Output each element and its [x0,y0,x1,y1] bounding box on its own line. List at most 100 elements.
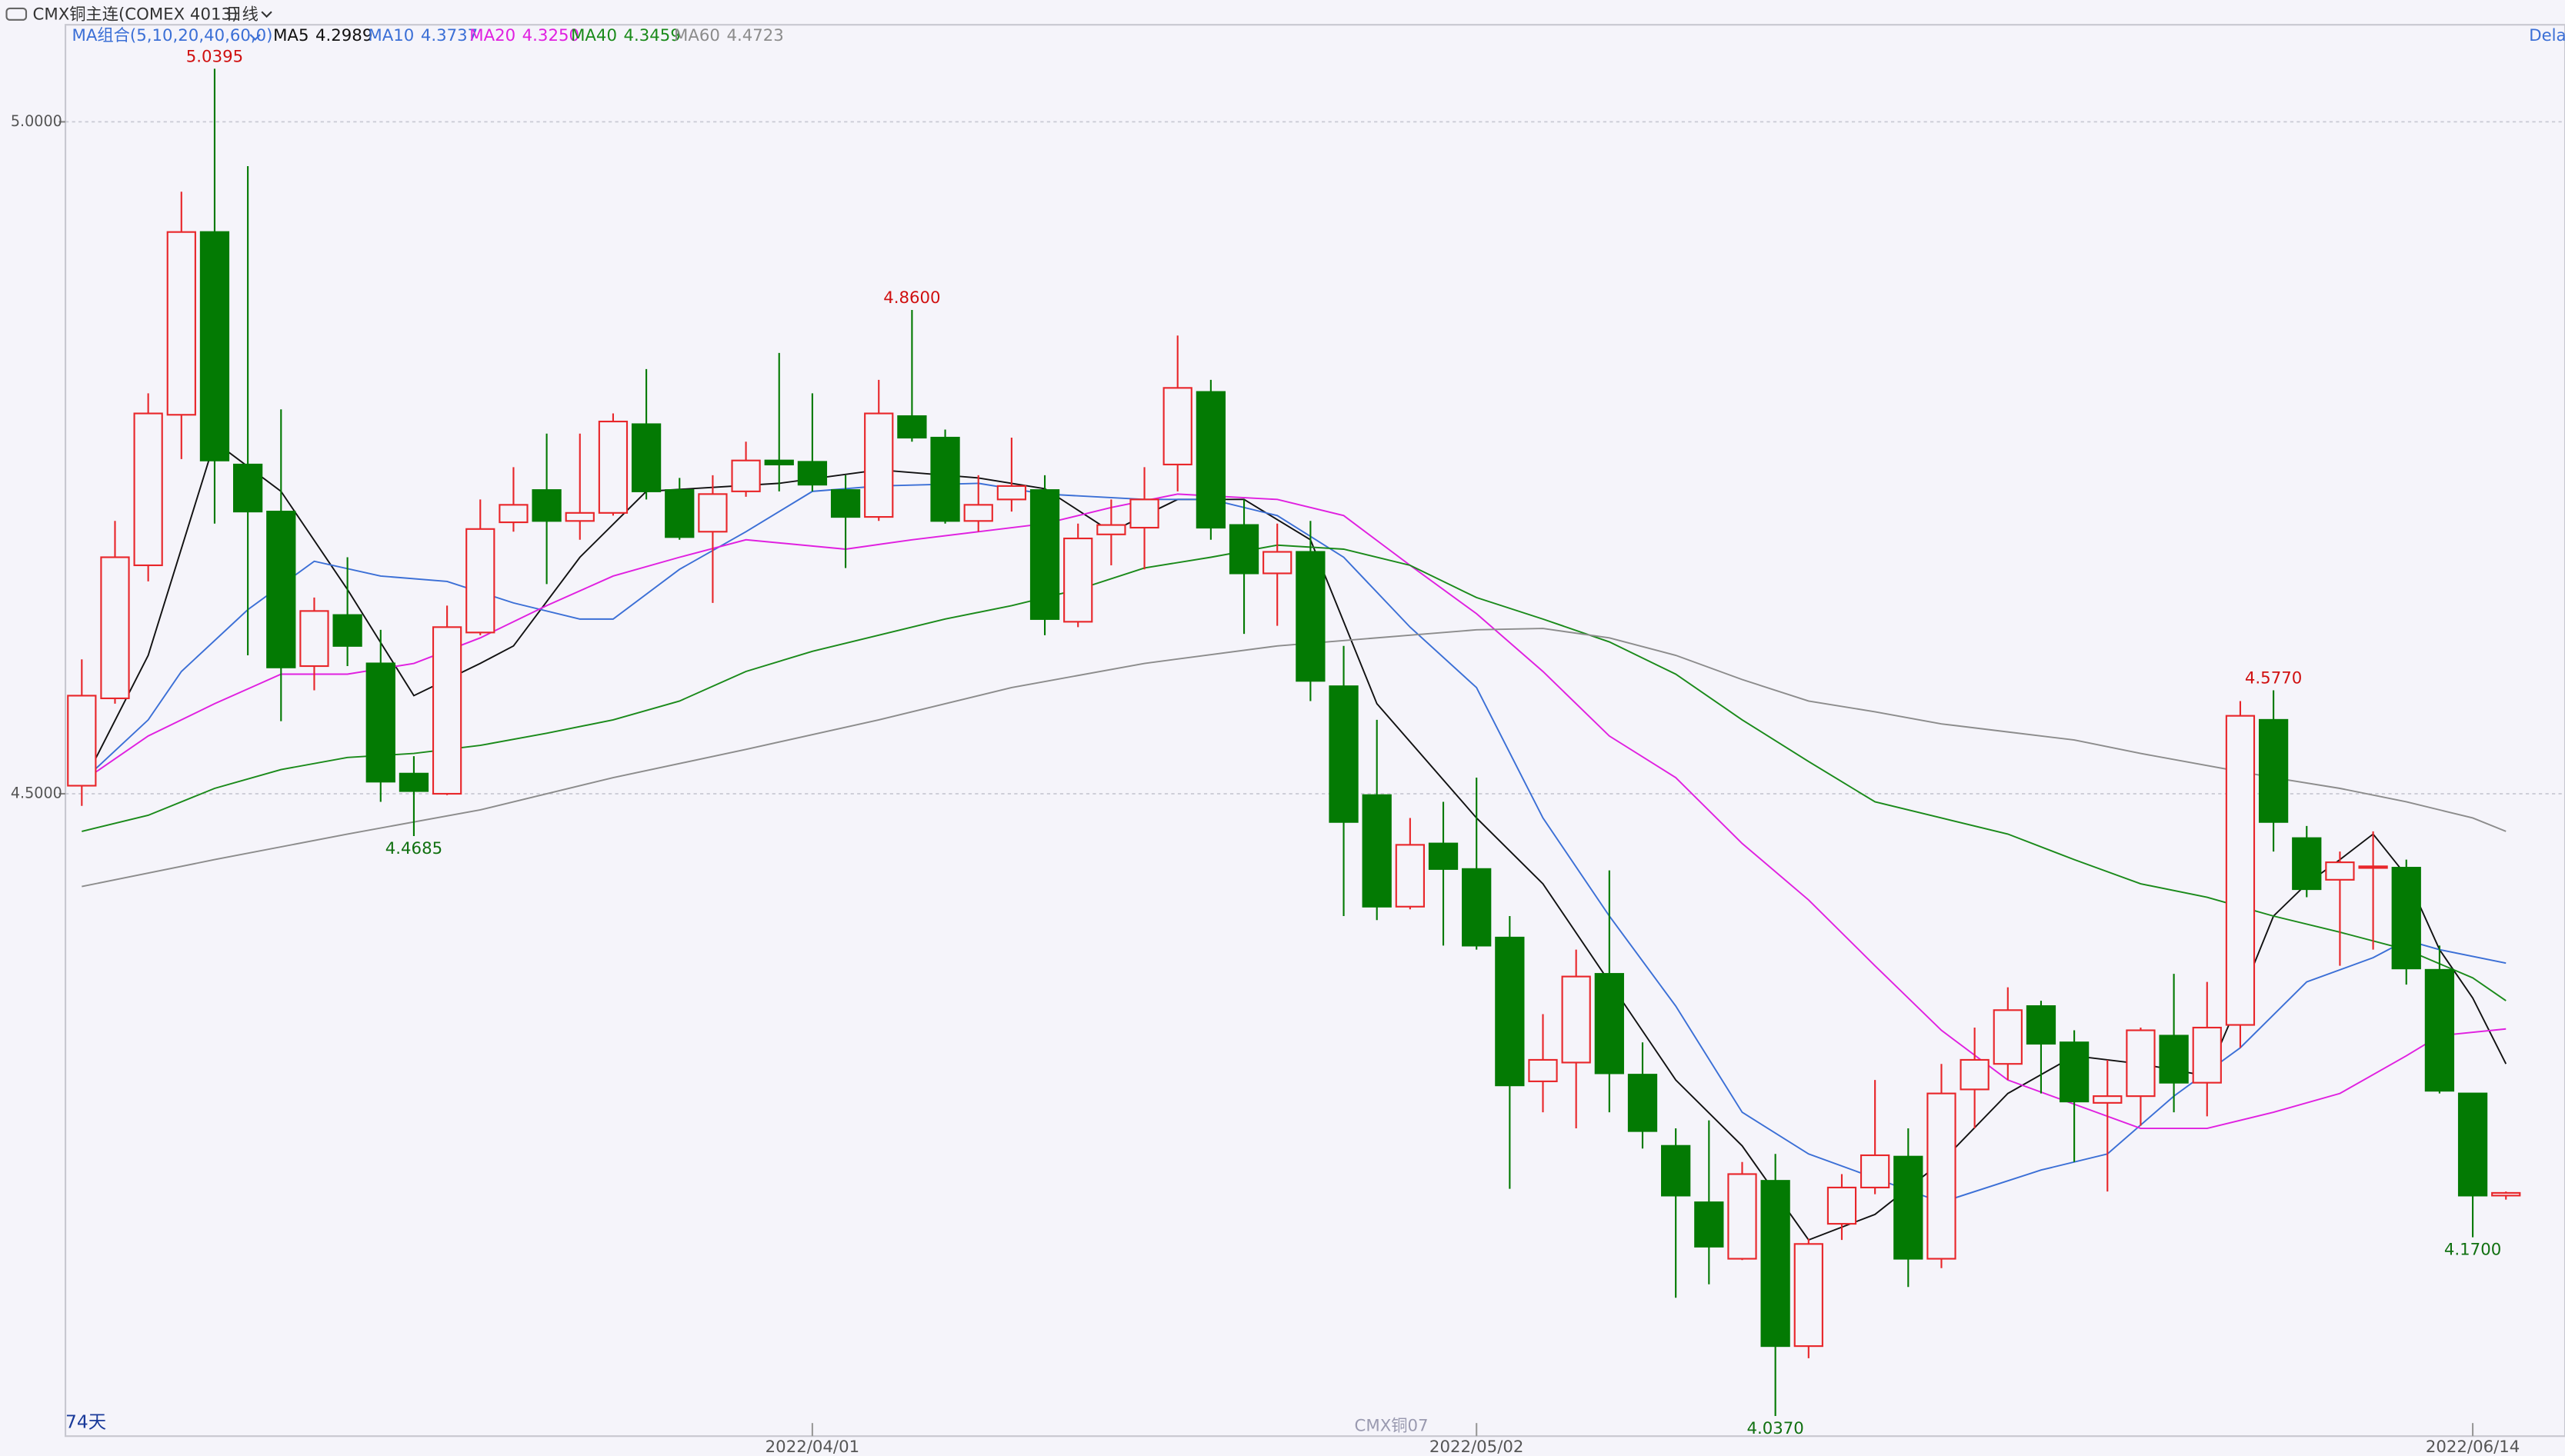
legend-name: MA10 [368,26,414,45]
candle-body [1196,391,1226,529]
candle-body [1926,1092,1956,1260]
low-label: 4.1700 [2444,1241,2501,1260]
candle-body [166,231,196,416]
days-label: 74天 [65,1411,106,1433]
candle-body [698,493,728,533]
toolbar-icon[interactable] [5,7,28,21]
legend-entry: MA5 4.2989 [273,26,372,45]
period-selector[interactable]: 日线 [225,5,259,24]
candle-body [1860,1154,1890,1189]
candle-body [532,489,562,522]
legend-name: MA60 [674,26,720,45]
candle-body [2126,1029,2156,1098]
candle-body [199,231,230,461]
candle-body [1129,498,1159,529]
candle-body [1960,1058,1990,1091]
candle-body [1229,524,1259,575]
legend-value: 4.3459 [623,26,680,45]
candle-body [499,504,529,524]
candle-body [2491,1191,2521,1197]
candle-body [2258,718,2289,823]
candle-body [1694,1201,1724,1248]
legend-value: 4.2989 [315,26,372,45]
candle-body [1462,868,1492,947]
ma-line [81,493,2507,1130]
y-tick-label: 5.0000 [11,112,62,130]
candle-body [432,626,462,795]
candle-body [631,423,662,492]
plot-area: 5.0000 4.5000 2022/04/01 2022/05/02 2022/06/… [11,47,2565,1456]
candle-body [232,463,263,513]
link-icon[interactable] [5,7,28,21]
candle-body [2424,968,2455,1092]
candle-body [1262,551,1293,575]
candle-body [665,489,695,538]
candle-body [1495,936,1525,1087]
candle-body [465,528,495,634]
candle-body [1793,1243,1823,1348]
right-tag: Dela [2529,26,2565,45]
legend-value: 4.3250 [522,26,579,45]
candle-body [365,662,395,783]
plot-frame [64,24,2565,1438]
legend-entry: MA60 4.4723 [674,26,784,45]
legend-name: MA40 [571,26,617,45]
watermark: CMX铜07 [1355,1416,1429,1435]
candle-body [963,504,993,522]
candle-body [1993,1009,2023,1065]
candle-body [2093,1095,2123,1104]
candle-body [299,610,329,668]
legend-name: MA20 [469,26,515,45]
candle-body [2391,867,2421,970]
candle-body [1528,1058,1558,1082]
high-label: 5.0395 [186,47,243,66]
candle-body [2225,715,2256,1026]
candle-body [598,420,629,514]
dropdown-arrow[interactable] [249,34,261,41]
candle-body [930,436,960,522]
legend-entry: MA40 4.3459 [571,26,681,45]
candle-body [897,415,927,439]
candle-body [1760,1180,1790,1348]
legend-value: 4.4723 [726,26,783,45]
candle-body [1428,842,1459,870]
candle-body [2358,865,2388,869]
candle-body [1727,1173,1757,1260]
candle-body [1063,537,1093,623]
candle-body [67,695,97,787]
candle-body [2292,837,2322,891]
legend-entry: MA20 4.3250 [469,26,579,45]
high-label: 4.5770 [2245,669,2302,688]
x-tick-label: 2022/05/02 [1429,1438,1523,1456]
candle-body [1893,1155,1923,1260]
candle-body [764,459,794,465]
y-tick-label: 4.5000 [11,784,62,801]
high-label: 4.8600 [883,288,940,308]
x-tick-label: 2022/04/01 [765,1438,859,1456]
candle-body [864,412,894,518]
legend-name: MA5 [273,26,309,45]
ma-group[interactable]: MA组合(5,10,20,40,60,0) [72,26,273,45]
candle-body [1594,973,1624,1075]
symbol-title: CMX铜主连(COMEX 4013) [33,5,238,24]
legend-entry: MA10 4.3737 [368,26,478,45]
candle-body [133,412,163,567]
candle-body [1661,1144,1691,1197]
candle-body [2059,1041,2090,1103]
candle-body [2457,1092,2488,1197]
candle-body [1296,551,1326,682]
candle-body [1561,975,1591,1064]
x-tick-label: 2022/06/14 [2426,1438,2520,1456]
ma-line [81,440,2507,1241]
dropdown-arrow[interactable] [261,11,272,18]
candle-body [1395,844,1425,908]
candle-body [1627,1074,1658,1132]
candle-body [1096,524,1126,535]
candle-body [1329,685,1359,823]
candle-body [1362,794,1392,908]
candle-body [731,459,761,492]
candle-body [565,511,595,522]
legend-value: 4.3737 [421,26,478,45]
